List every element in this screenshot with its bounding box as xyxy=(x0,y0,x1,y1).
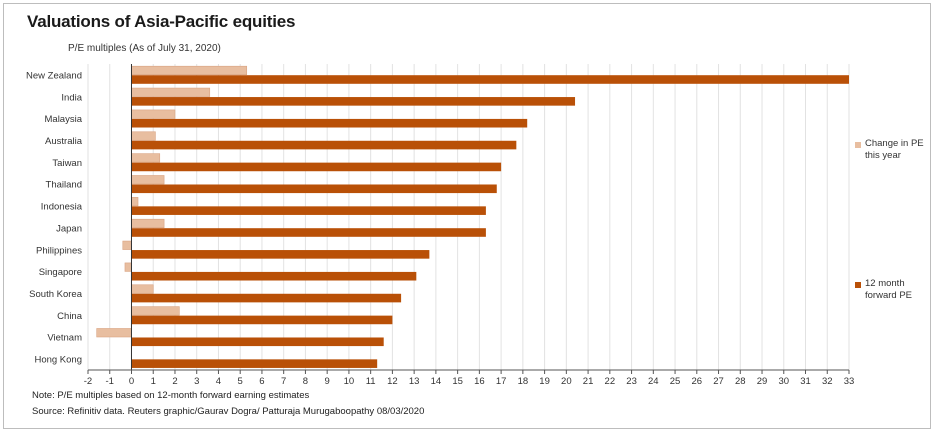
category-label: Taiwan xyxy=(52,158,82,169)
x-tick-label: -2 xyxy=(84,376,92,387)
footer-source: Source: Refinitiv data. Reuters graphic/… xyxy=(32,406,425,417)
bar-change-in-pe xyxy=(131,306,180,316)
x-tick-label: 26 xyxy=(692,376,703,387)
category-label: Japan xyxy=(56,223,82,234)
x-tick-label: 17 xyxy=(496,376,507,387)
x-tick-label: 30 xyxy=(778,376,789,387)
bar-change-in-pe xyxy=(131,197,139,207)
x-tick-label: 16 xyxy=(474,376,485,387)
category-label: New Zealand xyxy=(26,70,82,81)
bar-forward-pe xyxy=(131,206,486,215)
x-tick-label: 15 xyxy=(452,376,463,387)
bar-forward-pe xyxy=(131,315,393,325)
bar-forward-pe xyxy=(131,118,528,128)
category-label: Malaysia xyxy=(45,114,83,125)
x-tick-label: 28 xyxy=(735,376,746,387)
category-label: Indonesia xyxy=(41,202,83,213)
x-tick-label: 4 xyxy=(216,376,221,387)
x-tick-label: 7 xyxy=(281,376,286,387)
bar-change-in-pe xyxy=(131,175,165,185)
bar-change-in-pe xyxy=(131,153,161,163)
x-tick-label: 31 xyxy=(800,376,811,387)
bar-forward-pe xyxy=(131,162,502,172)
x-tick-label: 19 xyxy=(539,376,550,387)
x-tick-label: 3 xyxy=(194,376,199,387)
x-tick-label: 25 xyxy=(670,376,681,387)
x-tick-label: 0 xyxy=(129,376,134,387)
legend-swatch-forward-pe xyxy=(855,282,861,288)
chart-subtitle: P/E multiples (As of July 31, 2020) xyxy=(68,43,221,54)
bar-change-in-pe xyxy=(131,131,156,141)
x-tick-label: 29 xyxy=(757,376,768,387)
bar-forward-pe xyxy=(131,271,417,281)
legend-label-forward-pe: 12 month forward PE xyxy=(865,278,912,301)
bar-forward-pe xyxy=(131,97,576,106)
x-tick-label: 23 xyxy=(626,376,637,387)
footer-note: Note: P/E multiples based on 12-month fo… xyxy=(32,390,310,401)
bar-change-in-pe xyxy=(131,87,211,97)
x-tick-label: 21 xyxy=(583,376,594,387)
chart-title: Valuations of Asia-Pacific equities xyxy=(27,12,296,31)
x-tick-label: 32 xyxy=(822,376,833,387)
bar-change-in-pe xyxy=(96,328,132,338)
bar-forward-pe xyxy=(131,75,849,84)
category-label: Australia xyxy=(45,136,83,147)
bar-forward-pe xyxy=(131,359,378,368)
bar-change-in-pe xyxy=(124,262,132,272)
x-tick-label: 5 xyxy=(238,376,243,387)
category-label: Singapore xyxy=(39,267,82,278)
x-tick-label: 33 xyxy=(844,376,855,387)
x-tick-label: 24 xyxy=(648,376,659,387)
x-tick-label: 9 xyxy=(325,376,330,387)
chart-frame xyxy=(3,3,931,429)
x-tick-label: 18 xyxy=(518,376,529,387)
category-label: Philippines xyxy=(36,245,82,256)
x-tick-label: 8 xyxy=(303,376,308,387)
bar-change-in-pe xyxy=(131,109,176,119)
bar-change-in-pe xyxy=(131,65,248,75)
x-tick-label: 12 xyxy=(387,376,398,387)
legend-swatch-change xyxy=(855,142,861,148)
bar-forward-pe xyxy=(131,184,497,194)
category-label: Thailand xyxy=(46,180,82,191)
category-label: Hong Kong xyxy=(34,355,82,366)
bar-forward-pe xyxy=(131,250,430,259)
category-label: South Korea xyxy=(29,289,83,300)
legend-label-change: Change in PE this year xyxy=(865,138,924,161)
category-label: India xyxy=(61,92,82,103)
x-tick-label: 2 xyxy=(172,376,177,387)
bar-forward-pe xyxy=(131,293,402,303)
category-label: China xyxy=(57,311,83,322)
x-tick-label: 11 xyxy=(366,376,376,387)
bar-forward-pe xyxy=(131,337,384,347)
x-tick-label: 14 xyxy=(431,376,442,387)
x-tick-label: 10 xyxy=(344,376,355,387)
bar-change-in-pe xyxy=(131,284,154,294)
x-tick-label: 20 xyxy=(561,376,572,387)
category-label: Vietnam xyxy=(47,333,82,344)
x-tick-label: 6 xyxy=(259,376,264,387)
bar-forward-pe xyxy=(131,228,486,237)
x-tick-label: 27 xyxy=(713,376,724,387)
x-tick-label: 1 xyxy=(151,376,156,387)
bar-forward-pe xyxy=(131,140,517,150)
x-tick-label: 22 xyxy=(605,376,616,387)
x-tick-label: 13 xyxy=(409,376,420,387)
x-tick-label: -1 xyxy=(106,376,114,387)
bar-change-in-pe xyxy=(131,218,165,228)
bar-change-in-pe xyxy=(122,240,132,250)
